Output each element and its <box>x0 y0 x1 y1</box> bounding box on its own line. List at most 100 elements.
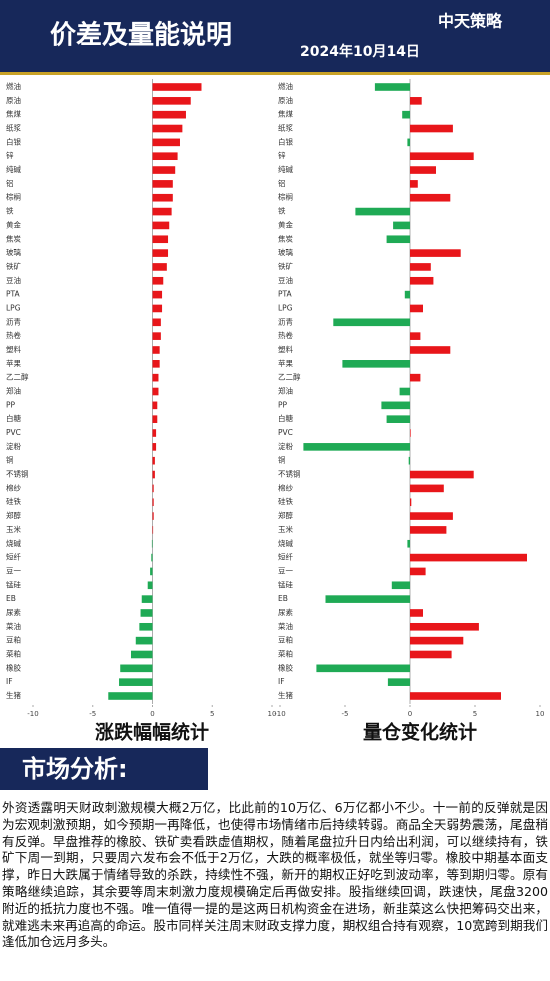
category-label: 沥青 <box>278 316 293 326</box>
category-label: 硅铁 <box>278 496 293 506</box>
category-label: EB <box>6 594 16 603</box>
category-label: 黄金 <box>278 219 293 229</box>
category-label: 铁矿 <box>6 261 21 271</box>
category-label: 铜 <box>278 455 286 465</box>
category-label: 豆油 <box>6 275 21 285</box>
category-label: 玻璃 <box>6 247 21 257</box>
header-band <box>0 0 550 72</box>
category-label: 纸浆 <box>6 123 21 133</box>
category-label: 铁 <box>278 206 286 216</box>
x-tick-label: -10 <box>274 710 285 718</box>
bar <box>410 373 421 382</box>
bar <box>410 249 461 257</box>
bar <box>374 83 410 91</box>
bar <box>342 360 410 368</box>
bar <box>410 512 453 520</box>
category-label: 棉纱 <box>6 482 21 492</box>
category-label: 橡胶 <box>278 662 293 672</box>
bar <box>152 429 157 437</box>
x-tick-label: -10 <box>27 710 38 718</box>
category-label: 塑料 <box>6 344 21 354</box>
bar <box>404 290 410 299</box>
category-label: PVC <box>6 428 21 437</box>
category-label: 豆粕 <box>6 635 21 645</box>
bar <box>410 553 527 562</box>
category-label: 菜油 <box>6 621 21 631</box>
category-label: 豆油 <box>278 275 293 285</box>
bar <box>152 401 158 410</box>
bar <box>410 304 423 313</box>
category-label: 菜粕 <box>278 648 293 658</box>
bar <box>410 636 464 645</box>
bar <box>410 526 447 534</box>
category-label: PP <box>278 400 288 409</box>
bar <box>151 553 153 562</box>
bar <box>140 609 153 617</box>
bar <box>410 180 418 188</box>
header-rule <box>0 72 550 75</box>
category-label: 燃油 <box>278 81 293 91</box>
category-label: 烧碱 <box>6 538 21 548</box>
category-label: 焦煤 <box>278 109 293 119</box>
bar <box>410 470 474 479</box>
category-label: 原油 <box>6 95 21 105</box>
category-label: 豆一 <box>6 566 21 575</box>
bar <box>152 373 159 382</box>
bar <box>152 512 154 520</box>
bar <box>152 484 154 493</box>
x-tick-label: -5 <box>342 710 349 718</box>
bar <box>410 650 452 659</box>
bar <box>152 360 160 368</box>
bar <box>152 97 191 105</box>
category-label: 苹果 <box>278 358 293 368</box>
chart-title: 量仓变化统计 <box>363 721 477 744</box>
bar <box>410 276 434 285</box>
category-label: LPG <box>278 303 293 312</box>
category-label: 棕榈 <box>278 192 293 202</box>
bar <box>152 498 154 507</box>
category-label: 铁 <box>6 206 14 216</box>
category-label: 铝 <box>278 178 286 188</box>
category-label: 锌 <box>6 150 14 160</box>
chart-title: 涨跌幅幅统计 <box>95 721 209 744</box>
bar <box>152 415 158 423</box>
bar <box>391 581 410 590</box>
bar <box>410 332 421 340</box>
bar <box>152 249 169 257</box>
category-label: 塑料 <box>278 344 293 354</box>
bar <box>152 110 186 119</box>
category-label: 不锈钢 <box>6 469 29 479</box>
bar <box>151 539 153 548</box>
bar <box>410 609 423 617</box>
category-label: 锌 <box>278 150 286 160</box>
bar <box>152 180 173 188</box>
category-label: 郑醇 <box>278 510 293 520</box>
bar <box>410 97 422 105</box>
category-label: 尿素 <box>6 607 21 617</box>
bar <box>152 221 170 230</box>
category-label: 原油 <box>278 95 293 105</box>
bar <box>152 346 160 354</box>
category-label: 焦煤 <box>6 109 21 119</box>
category-label: 短纤 <box>278 552 293 562</box>
bar <box>410 193 451 202</box>
bar <box>152 166 176 174</box>
bar <box>152 318 161 327</box>
category-label: 淀粉 <box>278 441 293 451</box>
category-label: 豆粕 <box>278 635 293 645</box>
category-label: 硅铁 <box>6 496 21 506</box>
analysis-band <box>0 748 208 790</box>
x-tick-label: -5 <box>89 710 96 718</box>
category-label: 生猪 <box>278 690 293 700</box>
bar <box>152 235 169 244</box>
bar <box>408 456 410 465</box>
bar <box>108 692 153 700</box>
bar <box>399 387 410 396</box>
category-label: 铁矿 <box>278 261 293 271</box>
category-label: 郑醇 <box>6 510 21 520</box>
bar <box>407 539 410 548</box>
category-label: 棉纱 <box>278 482 293 492</box>
bar <box>410 498 412 507</box>
bar <box>410 152 474 161</box>
bar <box>152 276 164 285</box>
